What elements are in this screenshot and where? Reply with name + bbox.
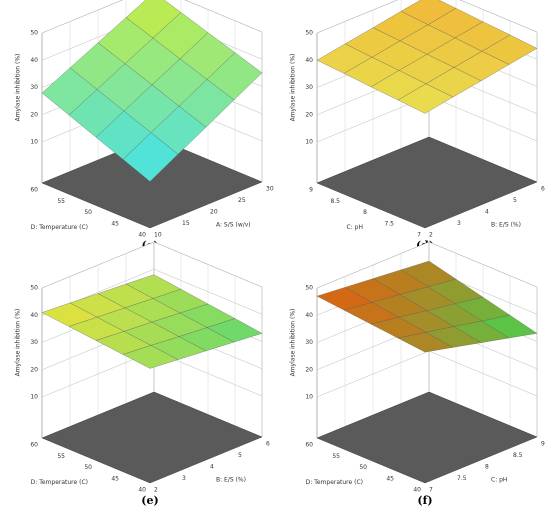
- y-tick-label: 40: [138, 232, 146, 239]
- x-tick-label: 8: [485, 464, 489, 471]
- x-tick-label: 3: [457, 220, 461, 227]
- z-tick-label: 50: [30, 285, 38, 292]
- y-axis-title: D: Temperature (C): [306, 479, 363, 486]
- y-tick-label: 60: [305, 442, 313, 449]
- x-tick-label: 7: [429, 487, 433, 494]
- x-tick-label: 2: [154, 487, 158, 494]
- x-tick-label: 4: [485, 209, 489, 216]
- surface-cell: [122, 132, 179, 182]
- grid-line: [41, 0, 263, 34]
- y-tick-label: 8.5: [330, 198, 340, 205]
- y-tick-label: 45: [386, 475, 394, 482]
- y-tick-label: 45: [111, 220, 119, 227]
- y-tick-label: 9: [309, 187, 313, 194]
- z-tick-label: 20: [305, 366, 313, 373]
- floor: [316, 391, 538, 484]
- z-tick-label: 20: [30, 366, 38, 373]
- x-tick-label: 10: [154, 232, 162, 239]
- y-tick-label: 55: [332, 453, 340, 460]
- z-tick-label: 30: [30, 84, 38, 91]
- z-tick-label: 10: [30, 394, 38, 401]
- x-axis-title: A: S/S (w/v): [216, 222, 251, 229]
- y-axis-title: D: Temperature (C): [31, 224, 88, 231]
- y-tick-label: 60: [30, 187, 38, 194]
- x-tick-label: 20: [210, 209, 218, 216]
- z-axis-title: Amylase inhibition (%): [290, 309, 297, 377]
- z-axis-title: Amylase inhibition (%): [15, 309, 22, 377]
- z-tick-label: 30: [305, 339, 313, 346]
- y-axis-title: D: Temperature (C): [31, 479, 88, 486]
- y-tick-label: 60: [30, 442, 38, 449]
- y-tick-label: 40: [413, 487, 421, 494]
- x-tick-label: 8.5: [513, 452, 523, 459]
- z-tick-label: 50: [305, 285, 313, 292]
- surface-cell: [397, 83, 454, 114]
- z-tick-label: 10: [30, 139, 38, 146]
- x-tick-label: 5: [513, 197, 517, 204]
- z-tick-label: 20: [30, 111, 38, 118]
- y-axis-title: C: pH: [347, 224, 363, 231]
- panel-label: (e): [141, 494, 158, 507]
- panel-label: (f): [417, 494, 432, 507]
- z-tick-label: 40: [30, 312, 38, 319]
- y-tick-label: 55: [57, 453, 65, 460]
- z-tick-label: 30: [305, 84, 313, 91]
- z-tick-label: 40: [305, 312, 313, 319]
- grid-line: [316, 0, 538, 34]
- x-tick-label: 6: [266, 441, 270, 448]
- x-tick-label: 4: [210, 464, 214, 471]
- z-tick-label: 10: [305, 394, 313, 401]
- x-tick-label: 6: [541, 186, 545, 193]
- chart-panel: 10 20 30 40 50 2 3 4 5 6 7 7.5 8 8.5 9 B: E/S (%) C: pH A…: [290, 0, 545, 252]
- y-tick-label: 45: [111, 475, 119, 482]
- z-tick-label: 30: [30, 339, 38, 346]
- x-axis-title: B: E/S (%): [491, 222, 521, 229]
- x-tick-label: 9: [541, 441, 545, 448]
- chart-panel: 10 20 30 40 50 7 7.5 8 8.5 9 40 45 50 55 60 C: pH D: Tem…: [290, 241, 545, 507]
- z-tick-label: 50: [30, 30, 38, 37]
- floor: [41, 391, 263, 484]
- surface-cell: [397, 332, 454, 353]
- x-tick-label: 2: [429, 232, 433, 239]
- x-tick-label: 25: [238, 197, 246, 204]
- z-axis-title: Amylase inhibition (%): [290, 54, 297, 122]
- z-tick-label: 20: [305, 111, 313, 118]
- x-tick-label: 5: [238, 452, 242, 459]
- chart-panel: 10 20 30 40 50 10 15 20 25 30 40 45 50 55 60 A: S/S (w/…: [15, 0, 274, 252]
- x-tick-label: 30: [266, 186, 274, 193]
- z-tick-label: 40: [30, 57, 38, 64]
- y-tick-label: 50: [84, 209, 92, 216]
- surface-cell: [122, 345, 179, 369]
- z-axis-title: Amylase inhibition (%): [15, 54, 22, 122]
- z-tick-label: 50: [305, 30, 313, 37]
- x-tick-label: 15: [182, 220, 190, 227]
- x-axis-title: C: pH: [491, 477, 507, 484]
- z-tick-label: 10: [305, 139, 313, 146]
- y-tick-label: 8: [363, 209, 367, 216]
- y-tick-label: 40: [138, 487, 146, 494]
- y-tick-label: 55: [57, 198, 65, 205]
- y-tick-label: 7.5: [384, 220, 394, 227]
- x-tick-label: 3: [182, 475, 186, 482]
- y-tick-label: 50: [359, 464, 367, 471]
- floor: [316, 136, 538, 229]
- y-tick-label: 7: [417, 232, 421, 239]
- x-axis-title: B: E/S (%): [216, 477, 246, 484]
- y-tick-label: 50: [84, 464, 92, 471]
- z-tick-label: 40: [305, 57, 313, 64]
- x-tick-label: 7.5: [457, 475, 467, 482]
